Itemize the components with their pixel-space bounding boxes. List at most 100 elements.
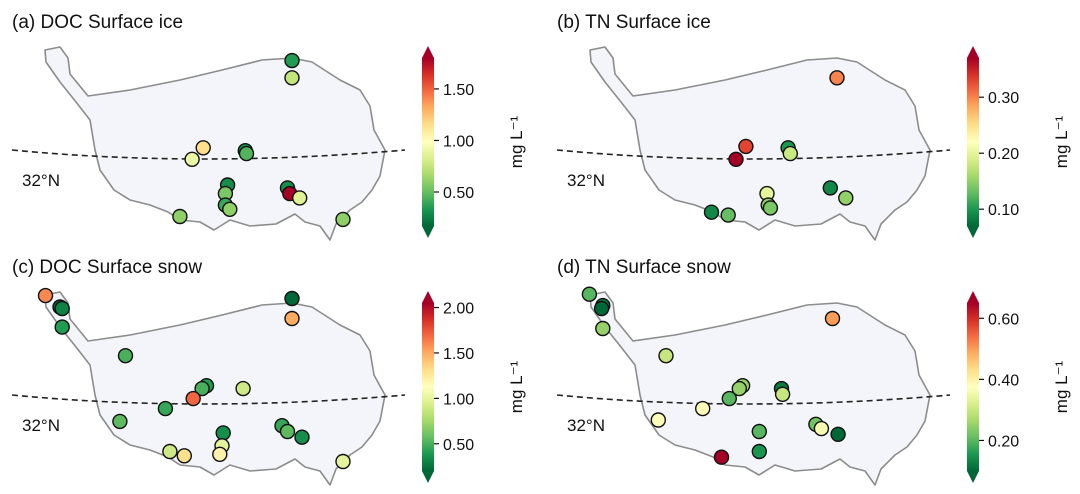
colorbar-tick-label: 0.10 <box>988 202 1019 219</box>
colorbar: 0.50 1.00 1.50 mg L⁻¹ <box>422 46 526 238</box>
colorbar-tick-label: 1.50 <box>443 82 474 99</box>
colorbar-tick-label: 2.00 <box>443 301 474 318</box>
colorbar-extend-max <box>422 46 434 58</box>
sample-point <box>54 300 70 317</box>
sample-point <box>751 443 768 460</box>
sample-point <box>335 453 351 470</box>
sample-point <box>195 140 211 156</box>
colorbar-ramp <box>422 303 434 471</box>
sample-point <box>782 145 799 162</box>
sample-point <box>185 390 201 407</box>
sample-point <box>751 423 768 440</box>
colorbar-extend-max <box>967 46 979 58</box>
colorbar-extend-min <box>967 226 979 238</box>
sample-point <box>292 190 308 206</box>
sample-point <box>284 70 300 86</box>
latitude-label: 32°N <box>22 171 60 190</box>
colorbar: 0.20 0.40 0.60 mg L⁻¹ <box>967 291 1071 483</box>
sample-point <box>650 412 667 428</box>
sample-point <box>284 310 300 327</box>
colorbar-ramp <box>422 58 434 226</box>
sample-point <box>738 138 754 155</box>
colorbar-extend-max <box>967 291 979 303</box>
sample-point <box>593 300 610 317</box>
latitude-line-32n <box>556 149 951 160</box>
colorbar-tick-label: 1.00 <box>443 391 474 408</box>
colorbar-tick-label: 0.40 <box>988 372 1019 389</box>
sample-point <box>335 211 351 228</box>
colorbar-unit-label: mg L⁻¹ <box>1052 360 1071 413</box>
panel-title: (c) DOC Surface snow <box>12 257 202 278</box>
latitude-label: 32°N <box>567 171 605 190</box>
sample-point <box>822 180 838 196</box>
panel-a: (a) DOC Surface ice 32°N 0.50 1.00 1.50 mg L⁻… <box>0 0 540 247</box>
sample-point <box>112 413 128 430</box>
sample-point <box>658 347 674 364</box>
sample-point <box>37 287 54 304</box>
colorbar: 0.50 1.00 1.50 2.00 mg L⁻¹ <box>422 291 526 483</box>
sample-point <box>728 151 744 168</box>
colorbar-extend-min <box>967 471 979 483</box>
sample-point <box>829 70 845 86</box>
panel-title: (d) TN Surface snow <box>557 257 731 278</box>
colorbar-unit-label: mg L⁻¹ <box>507 115 526 168</box>
colorbar-ramp <box>967 58 979 226</box>
latitude-line-32n <box>11 394 406 405</box>
sample-point <box>184 151 200 168</box>
sample-point <box>117 347 134 364</box>
sample-point <box>721 390 738 407</box>
sample-point <box>595 320 611 337</box>
colorbar-extend-min <box>422 226 434 238</box>
sample-point <box>222 201 238 218</box>
colorbar-unit-label: mg L⁻¹ <box>1052 115 1071 168</box>
colorbar-unit-label: mg L⁻¹ <box>507 360 526 413</box>
sample-point <box>54 319 70 335</box>
map-chart: (d) TN Surface snow 32°N 0.20 0.40 0.60 mg L⁻… <box>556 257 1071 486</box>
colorbar-tick-label: 0.20 <box>988 433 1019 450</box>
sample-point <box>284 52 300 69</box>
sample-point <box>215 425 231 441</box>
latitude-label: 32°N <box>22 416 60 435</box>
sample-point <box>824 310 841 327</box>
sample-point <box>162 443 178 460</box>
sample-point <box>176 448 193 464</box>
sample-point <box>713 449 730 465</box>
sample-point <box>157 400 174 417</box>
sample-point <box>731 380 748 397</box>
colorbar-tick-label: 1.50 <box>443 346 474 363</box>
sample-point <box>720 207 736 223</box>
sample-point <box>830 426 846 443</box>
latitude-line-32n <box>556 394 951 405</box>
panel-title: (a) DOC Surface ice <box>12 12 183 33</box>
sample-point <box>581 286 598 302</box>
colorbar-tick-label: 0.30 <box>988 90 1019 107</box>
sample-point <box>838 190 854 206</box>
latitude-line-32n <box>11 149 406 160</box>
plateau-outline <box>44 46 386 241</box>
sample-point <box>235 380 251 397</box>
sample-point <box>279 423 296 440</box>
map-chart: (c) DOC Surface snow 32°N 0.50 1.00 1.50 2.00… <box>11 257 526 486</box>
sample-point <box>813 420 830 437</box>
sample-point <box>774 386 791 403</box>
colorbar-ramp <box>967 303 979 471</box>
colorbar-tick-label: 0.60 <box>988 311 1019 328</box>
plateau-outline <box>589 46 931 241</box>
colorbar-tick-label: 0.50 <box>443 437 474 454</box>
latitude-label: 32°N <box>567 416 605 435</box>
panel-b: (b) TN Surface ice 32°N 0.10 0.20 0.30 mg L⁻¹ <box>545 0 1080 247</box>
colorbar-extend-max <box>422 291 434 303</box>
sample-point <box>238 145 255 162</box>
sample-point <box>294 429 310 445</box>
sample-point <box>703 204 720 220</box>
map-chart: (b) TN Surface ice 32°N 0.10 0.20 0.30 mg L⁻¹ <box>556 12 1071 241</box>
map-chart: (a) DOC Surface ice 32°N 0.50 1.00 1.50 mg L⁻… <box>11 12 526 241</box>
sample-point <box>762 200 779 216</box>
sample-point <box>172 208 188 225</box>
panel-title: (b) TN Surface ice <box>557 12 711 33</box>
colorbar: 0.10 0.20 0.30 mg L⁻¹ <box>967 46 1071 238</box>
sample-point <box>212 446 228 463</box>
colorbar-extend-min <box>422 471 434 483</box>
sample-point <box>284 290 300 307</box>
panel-c: (c) DOC Surface snow 32°N 0.50 1.00 1.50 2.00… <box>0 245 540 492</box>
